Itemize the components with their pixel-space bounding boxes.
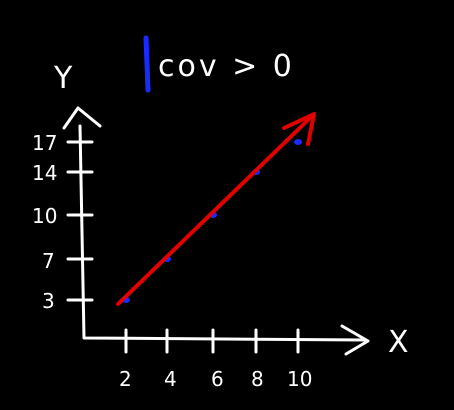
trend-arrowhead	[282, 112, 316, 146]
y-axis-label: Y	[53, 61, 73, 96]
x-axis-label: X	[388, 325, 409, 360]
y-tick-label: 10	[32, 204, 57, 228]
y-tick-label: 17	[32, 131, 57, 155]
data-point	[294, 139, 302, 145]
axes-lines	[78, 124, 368, 342]
y-ticks	[66, 140, 94, 302]
y-tick-label: 7	[42, 249, 55, 273]
x-tick-label: 8	[251, 367, 264, 391]
data-points	[122, 139, 302, 303]
chart-title: cov > 0	[158, 49, 295, 84]
x-tick-label: 10	[287, 367, 312, 391]
y-tick-labels: 3 7 10 14 17	[32, 131, 57, 313]
x-tick-label: 2	[119, 367, 132, 391]
trend-line-group	[116, 112, 316, 306]
y-tick-label: 3	[42, 289, 55, 313]
title-marker-bar	[143, 35, 151, 93]
trend-line	[116, 116, 312, 306]
x-tick-labels: 2 4 6 8 10	[119, 367, 312, 391]
x-axis-arrowhead	[340, 324, 370, 356]
x-ticks	[124, 328, 300, 354]
y-tick-label: 14	[32, 161, 57, 185]
x-tick-label: 6	[211, 367, 224, 391]
x-tick-label: 4	[164, 367, 177, 391]
y-axis-arrowhead	[62, 106, 102, 130]
